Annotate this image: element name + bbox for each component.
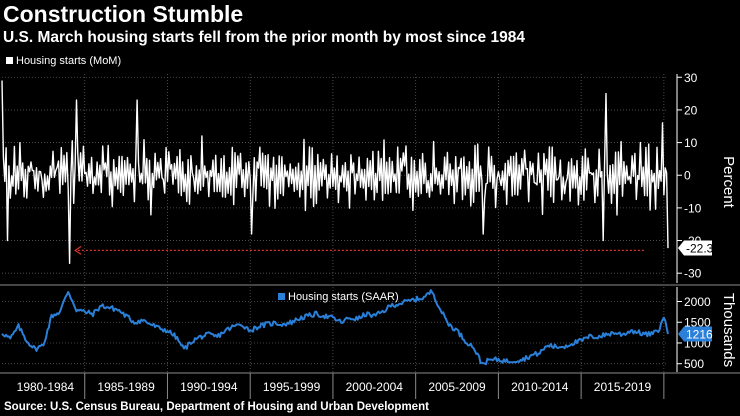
- top-panel-grid: [0, 74, 740, 286]
- mom-last-value: -22.3: [686, 242, 714, 256]
- bottom-tick-label: 1500: [684, 316, 711, 330]
- mom-legend-swatch: [6, 57, 13, 64]
- chart-subtitle: U.S. March housing starts fell from the …: [3, 29, 525, 46]
- top-tick-label: 10: [684, 136, 698, 150]
- mom-legend-label: Housing starts (MoM): [16, 55, 121, 67]
- x-tick-label: 1985-1989: [97, 380, 155, 394]
- top-tick-label: -10: [684, 201, 702, 215]
- mom-last-value-badge: -22.3: [678, 240, 714, 256]
- bottom-tick-label: 2000: [684, 295, 711, 309]
- mom-series-line: [1, 80, 669, 265]
- top-tick-label: 30: [684, 71, 698, 85]
- chart-title: Construction Stumble: [3, 1, 244, 27]
- x-tick-label: 2000-2004: [346, 380, 404, 394]
- top-tick-label: -30: [684, 267, 702, 281]
- saar-legend-swatch: [278, 293, 285, 300]
- top-tick-label: 20: [684, 103, 698, 117]
- saar-last-value: 1216: [686, 328, 713, 342]
- saar-series-line: [1, 289, 669, 366]
- saar-last-value-badge: 1216: [678, 326, 713, 342]
- source-note: Source: U.S. Census Bureau, Department o…: [4, 401, 429, 413]
- x-tick-label: 2005-2009: [428, 380, 486, 394]
- x-tick-label: 1980-1984: [17, 380, 75, 394]
- x-tick-label: 2015-2019: [594, 380, 652, 394]
- bottom-panel-grid: [0, 287, 740, 374]
- x-tick-label: 1995-1999: [263, 380, 321, 394]
- bottom-ylabel: Thousands: [720, 293, 737, 367]
- comparison-arrow-head: [74, 245, 82, 255]
- bottom-tick-label: 500: [684, 357, 704, 371]
- saar-legend-label: Housing starts (SAAR): [288, 291, 399, 303]
- top-tick-label: 0: [684, 169, 691, 183]
- x-tick-label: 2010-2014: [511, 380, 569, 394]
- top-ylabel: Percent: [720, 156, 737, 209]
- x-tick-label: 1990-1994: [180, 380, 238, 394]
